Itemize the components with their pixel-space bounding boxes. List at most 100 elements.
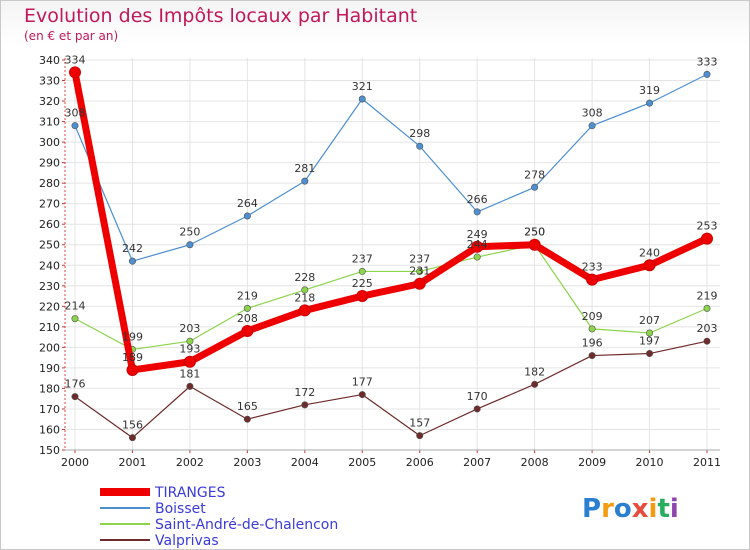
data-point xyxy=(186,382,194,390)
data-point xyxy=(301,177,309,185)
data-label: 225 xyxy=(352,277,373,290)
data-label: 208 xyxy=(237,312,258,325)
data-point xyxy=(473,405,481,413)
data-label: 281 xyxy=(294,162,315,175)
data-point xyxy=(528,238,541,251)
data-label: 308 xyxy=(582,107,603,120)
x-tick-label: 2008 xyxy=(521,456,549,469)
data-point xyxy=(243,304,251,312)
data-point xyxy=(416,432,424,440)
legend-label: Saint-André-de-Chalencon xyxy=(155,517,338,533)
data-point xyxy=(128,257,136,265)
y-tick-label: 150 xyxy=(39,444,60,457)
data-point xyxy=(703,304,711,312)
data-labels: 308 242 250 264 281 321 298 266 278 308 319 333 214 1… xyxy=(65,53,718,431)
chart-title: Evolution des Impôts locaux par Habitant xyxy=(24,5,417,27)
data-point xyxy=(298,304,311,317)
data-point xyxy=(186,337,194,345)
x-tick-label: 2010 xyxy=(636,456,664,469)
data-label: 196 xyxy=(582,337,603,350)
axes: 150 160 170 180 190 200 210 220 230 240 250 260 270 2… xyxy=(39,54,721,469)
y-tick-label: 180 xyxy=(39,382,60,395)
logo-text: Proxiti xyxy=(582,494,679,524)
data-point xyxy=(588,352,596,360)
data-label: 319 xyxy=(639,84,660,97)
data-point xyxy=(358,267,366,275)
y-tick-label: 160 xyxy=(39,423,60,436)
data-label: 219 xyxy=(237,289,258,302)
y-tick-label: 240 xyxy=(39,259,60,272)
series-lines xyxy=(69,66,713,442)
data-label: 203 xyxy=(697,322,718,335)
x-tick-label: 2009 xyxy=(578,456,606,469)
grid xyxy=(65,58,720,451)
data-label: 250 xyxy=(524,226,545,239)
data-label: 308 xyxy=(65,107,86,120)
x-tick-label: 2005 xyxy=(348,456,376,469)
data-label: 242 xyxy=(122,242,143,255)
x-tick-label: 2003 xyxy=(233,456,261,469)
data-point xyxy=(413,277,426,290)
data-point xyxy=(473,253,481,261)
data-label: 193 xyxy=(179,343,200,356)
series-line-TIRANGES xyxy=(71,68,711,374)
y-tick-label: 330 xyxy=(39,75,60,88)
data-label: 237 xyxy=(409,252,430,265)
data-point xyxy=(71,122,79,130)
data-point xyxy=(703,337,711,345)
data-label: 219 xyxy=(697,289,718,302)
data-point xyxy=(703,70,711,78)
series-line-Valprivas xyxy=(74,340,708,439)
legend-label: TIRANGES xyxy=(154,485,226,501)
data-label: 157 xyxy=(409,417,430,430)
y-tick-label: 210 xyxy=(39,321,60,334)
logo-letter: i xyxy=(649,494,658,524)
data-point xyxy=(71,393,79,401)
data-label: 321 xyxy=(352,80,373,93)
y-tick-label: 290 xyxy=(39,157,60,170)
data-point xyxy=(128,434,136,442)
data-label: 218 xyxy=(294,291,315,304)
data-label: 170 xyxy=(467,390,488,403)
series-line-Boisset xyxy=(74,73,708,262)
data-label: 172 xyxy=(294,386,315,399)
data-label: 156 xyxy=(122,419,143,432)
y-tick-label: 270 xyxy=(39,198,60,211)
y-tick-label: 300 xyxy=(39,136,60,149)
y-tick-label: 310 xyxy=(39,116,60,129)
data-label: 176 xyxy=(65,378,86,391)
data-point xyxy=(646,350,654,358)
logo-letter: i xyxy=(670,494,679,524)
data-label: 177 xyxy=(352,376,373,389)
data-label: 250 xyxy=(524,226,545,239)
data-label: 298 xyxy=(409,127,430,140)
data-point xyxy=(531,380,539,388)
y-tick-label: 230 xyxy=(39,280,60,293)
data-label: 197 xyxy=(639,335,660,348)
data-label: 233 xyxy=(582,261,603,274)
data-point xyxy=(471,240,484,253)
data-point xyxy=(186,241,194,249)
proxiti-logo: Proxiti xyxy=(582,494,679,524)
data-point xyxy=(69,66,81,79)
y-tick-label: 200 xyxy=(39,341,60,354)
x-tick-label: 2001 xyxy=(118,456,146,469)
x-tick-label: 2000 xyxy=(61,456,89,469)
data-label: 244 xyxy=(467,238,488,251)
data-point xyxy=(243,415,251,423)
logo-letter: P xyxy=(582,494,601,524)
x-tick-label: 2004 xyxy=(291,456,319,469)
data-label: 240 xyxy=(639,246,660,259)
data-label: 334 xyxy=(65,53,86,66)
legend: TIRANGESBoissetSaint-André-de-ChalenconV… xyxy=(100,485,338,549)
logo-letter: r xyxy=(601,494,614,524)
data-label: 214 xyxy=(65,300,86,313)
chart-subtitle: (en € et par an) xyxy=(24,29,118,43)
logo-letter: t xyxy=(657,494,669,524)
data-point xyxy=(183,355,196,368)
data-label: 266 xyxy=(467,193,488,206)
data-point xyxy=(126,363,139,376)
data-label: 181 xyxy=(179,367,200,380)
data-label: 264 xyxy=(237,197,258,210)
data-label: 253 xyxy=(697,220,718,233)
